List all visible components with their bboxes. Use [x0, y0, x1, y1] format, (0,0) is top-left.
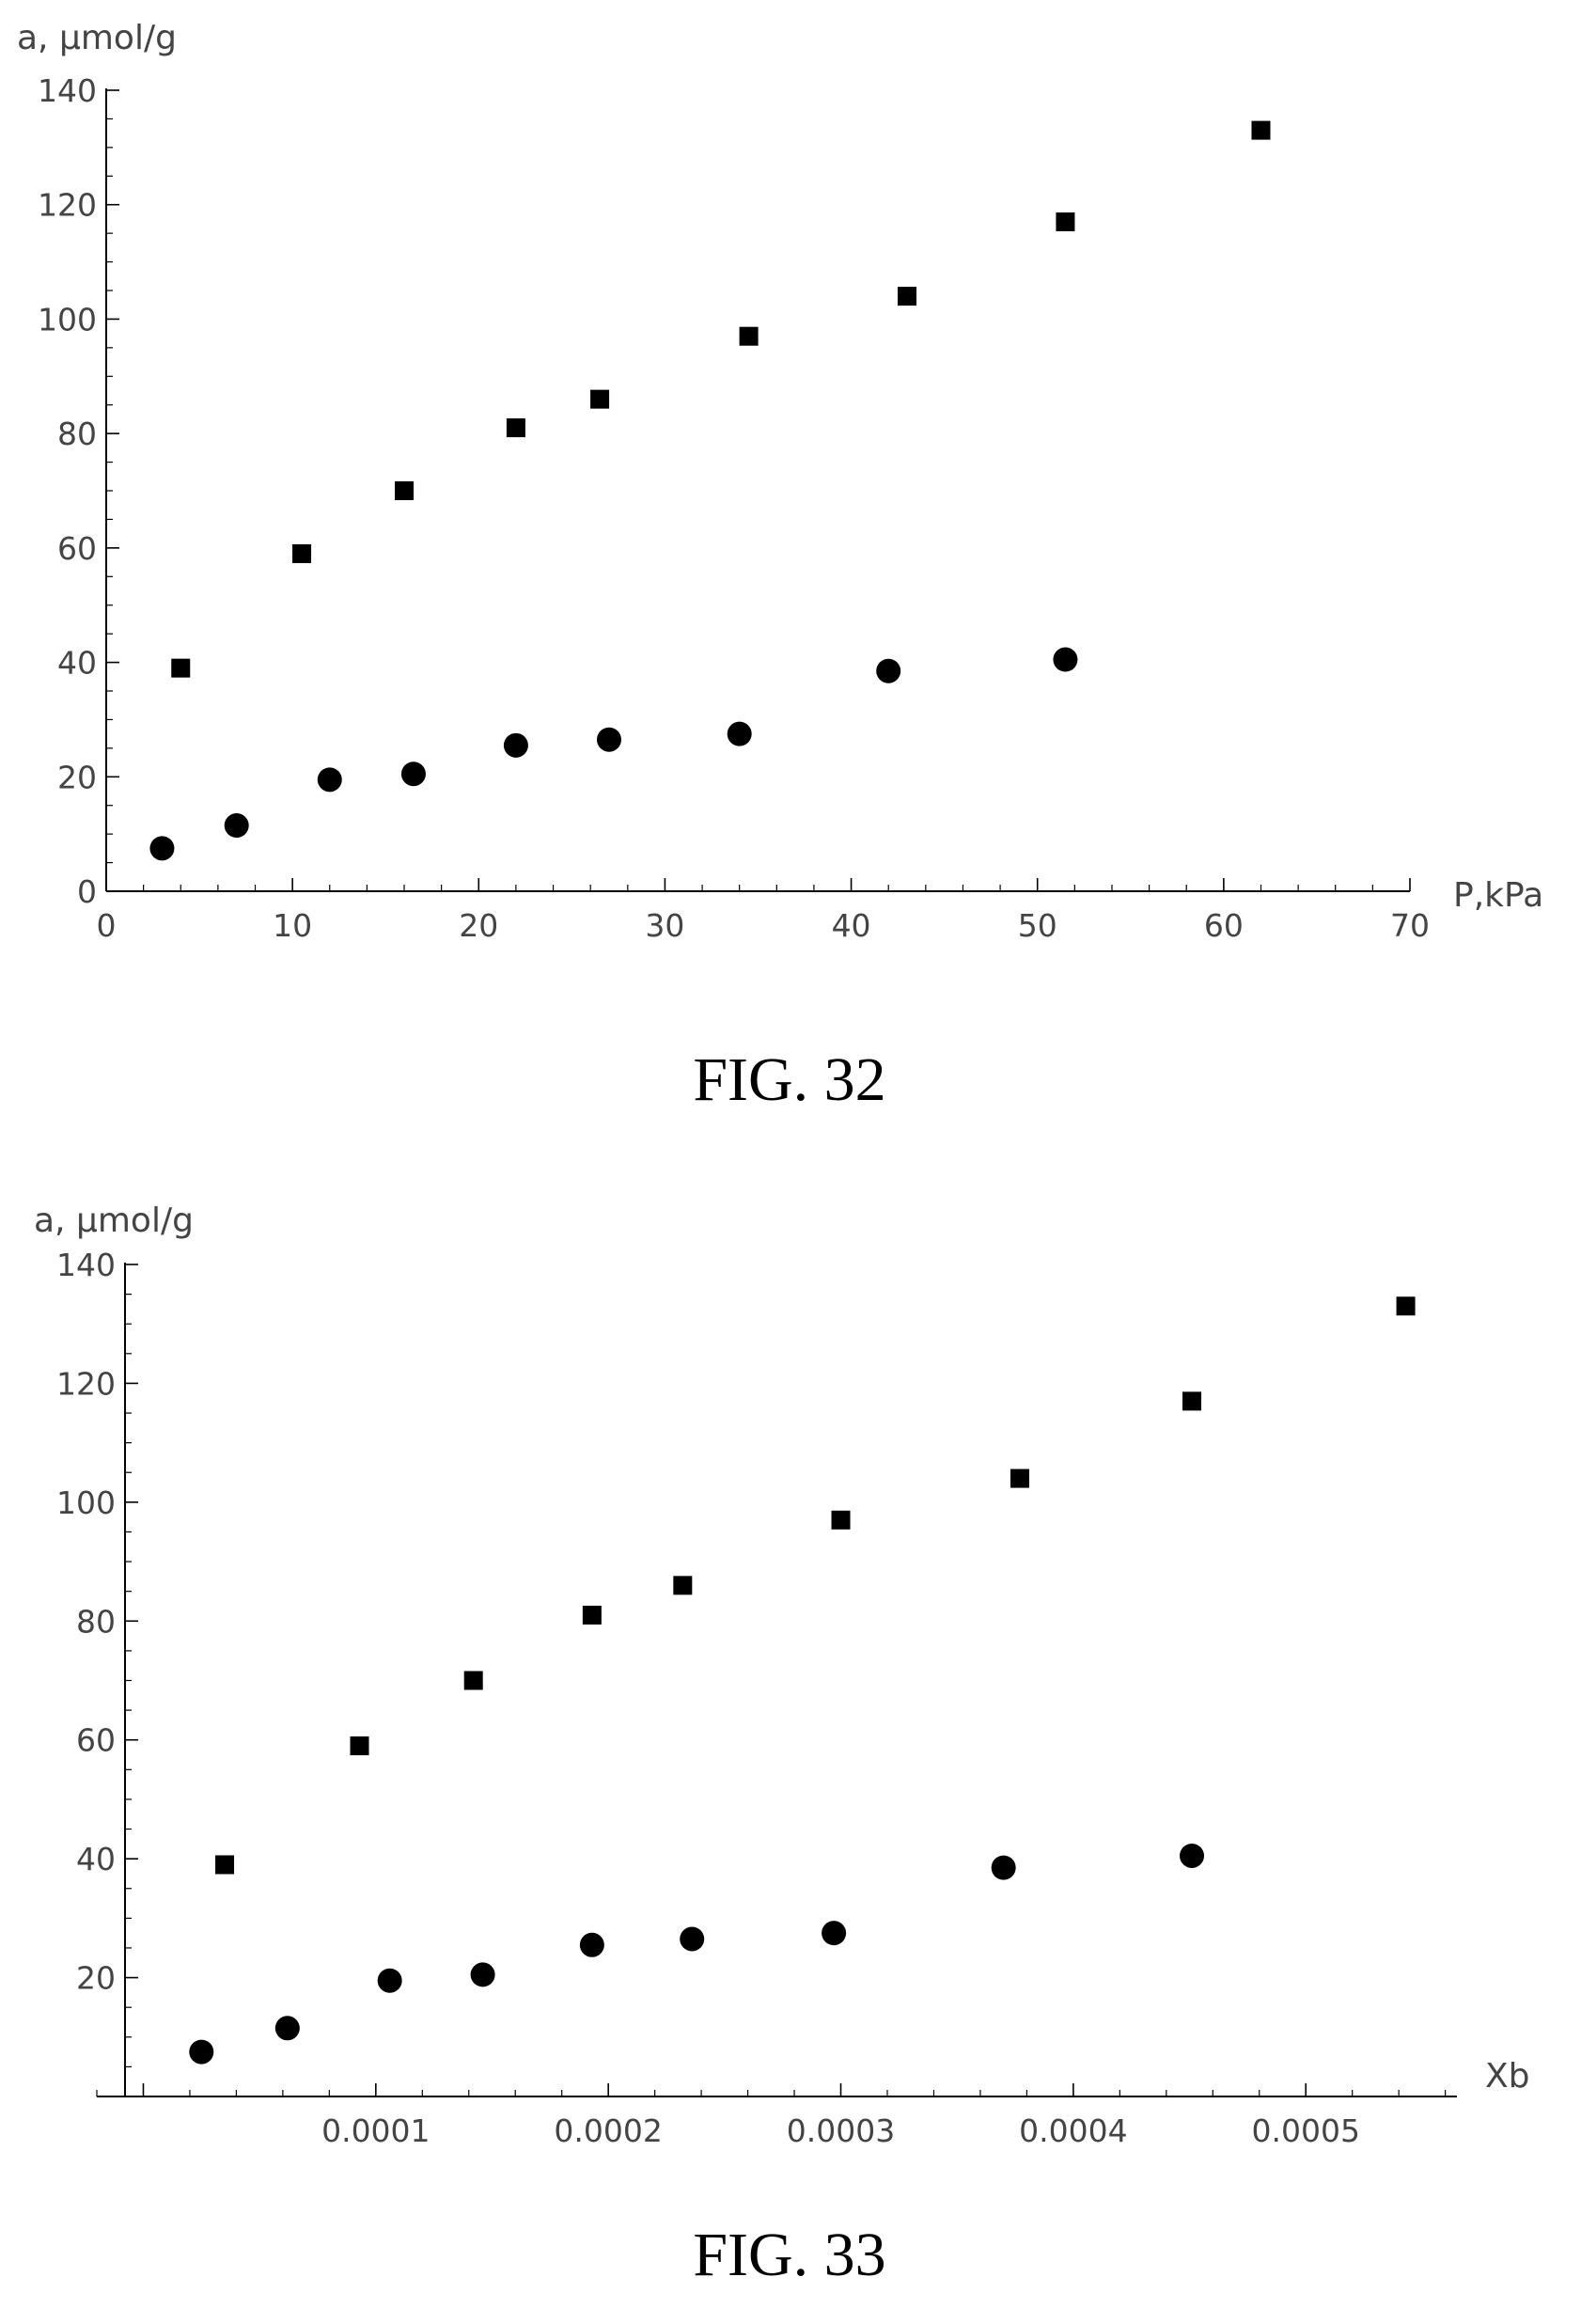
- circle-point: [503, 732, 528, 758]
- chart-fig-32: 0 20 40 60 80 100 120 140 0 10 20 30 40 50 60 70 a, μm…: [17, 19, 1543, 944]
- y-tick-labels: 0 20 40 60 80 100 120 140: [38, 72, 97, 910]
- square-point: [898, 287, 917, 306]
- square-point: [215, 1855, 235, 1875]
- circle-point: [876, 658, 901, 683]
- circle-point: [1053, 647, 1078, 672]
- square-point: [292, 543, 312, 563]
- figure-caption-32: FIG. 32: [693, 1045, 885, 1114]
- x-tick-label: 0.0001: [321, 2112, 430, 2149]
- square-point: [1010, 1468, 1029, 1488]
- square-point: [1396, 1296, 1416, 1316]
- square-point: [350, 1736, 369, 1756]
- y-tick-label: 140: [38, 72, 97, 109]
- square-point: [673, 1576, 693, 1595]
- x-tick-labels: 0 10 20 30 40 50 60 70: [97, 907, 1431, 944]
- x-tick-labels: 0.0001 0.0002 0.0003 0.0004 0.0005: [321, 2112, 1360, 2149]
- chart-axes: [105, 88, 1411, 892]
- square-point: [506, 418, 525, 438]
- circle-point: [596, 727, 621, 752]
- x-tick-label: 40: [832, 907, 871, 944]
- circle-point: [224, 813, 249, 839]
- square-point: [582, 1605, 602, 1625]
- circle-point: [680, 1926, 705, 1952]
- y-tick-label: 60: [76, 1722, 116, 1759]
- x-tick-label: 50: [1018, 907, 1057, 944]
- circle-point: [149, 836, 175, 861]
- x-tick-label: 30: [645, 907, 684, 944]
- circle-point: [822, 1921, 847, 1946]
- y-tick-label: 100: [38, 301, 97, 338]
- square-point: [739, 326, 759, 346]
- y-tick-label: 20: [76, 1960, 116, 1997]
- y-tick-label: 80: [57, 416, 97, 452]
- y-tick-label: 40: [57, 645, 97, 682]
- x-tick-label: 0.0003: [787, 2112, 895, 2149]
- circle-point: [377, 1968, 402, 1993]
- x-tick-label: 0: [97, 907, 117, 944]
- chart-axes: [96, 1263, 1457, 2097]
- x-tick-label: 20: [459, 907, 498, 944]
- y-tick-label: 140: [56, 1247, 116, 1283]
- x-tick-label: 0.0005: [1251, 2112, 1359, 2149]
- square-point: [590, 389, 610, 409]
- y-tick-label: 60: [57, 530, 97, 567]
- x-axis-label: P,kPa: [1453, 876, 1543, 915]
- x-tick-label: 60: [1204, 907, 1244, 944]
- data-points: [149, 120, 1271, 861]
- y-tick-label: 120: [56, 1365, 116, 1402]
- y-axis-label: a, μmol/g: [34, 1201, 194, 1240]
- square-point: [1056, 212, 1075, 231]
- circle-point: [317, 767, 342, 793]
- circle-point: [991, 1855, 1016, 1880]
- circle-point: [1180, 1843, 1205, 1868]
- circle-point: [727, 721, 752, 746]
- x-axis-label: Xb: [1485, 2057, 1530, 2096]
- y-axis-label: a, μmol/g: [17, 19, 177, 57]
- square-point: [395, 481, 415, 500]
- x-tick-label: 0.0002: [554, 2112, 662, 2149]
- y-tick-label: 20: [57, 759, 97, 795]
- square-point: [1251, 120, 1271, 140]
- square-point: [463, 1671, 483, 1690]
- square-point: [1182, 1391, 1202, 1411]
- y-tick-label: 120: [38, 187, 97, 224]
- circle-point: [400, 762, 426, 787]
- y-tick-label: 40: [76, 1841, 116, 1877]
- data-points: [189, 1296, 1416, 2065]
- y-tick-label: 80: [76, 1603, 116, 1640]
- square-point: [171, 658, 191, 678]
- x-tick-label: 10: [273, 907, 312, 944]
- circle-point: [579, 1932, 604, 1957]
- circle-point: [189, 2039, 214, 2065]
- figure-caption-33: FIG. 33: [693, 2221, 885, 2289]
- circle-point: [470, 1962, 495, 1987]
- y-tick-label: 100: [56, 1484, 116, 1521]
- square-point: [831, 1510, 851, 1530]
- y-tick-labels: 20 40 60 80 100 120 140: [56, 1247, 116, 1997]
- circle-point: [274, 2016, 300, 2041]
- y-tick-label: 0: [77, 873, 97, 910]
- x-tick-label: 70: [1390, 907, 1430, 944]
- x-tick-label: 0.0004: [1019, 2112, 1127, 2149]
